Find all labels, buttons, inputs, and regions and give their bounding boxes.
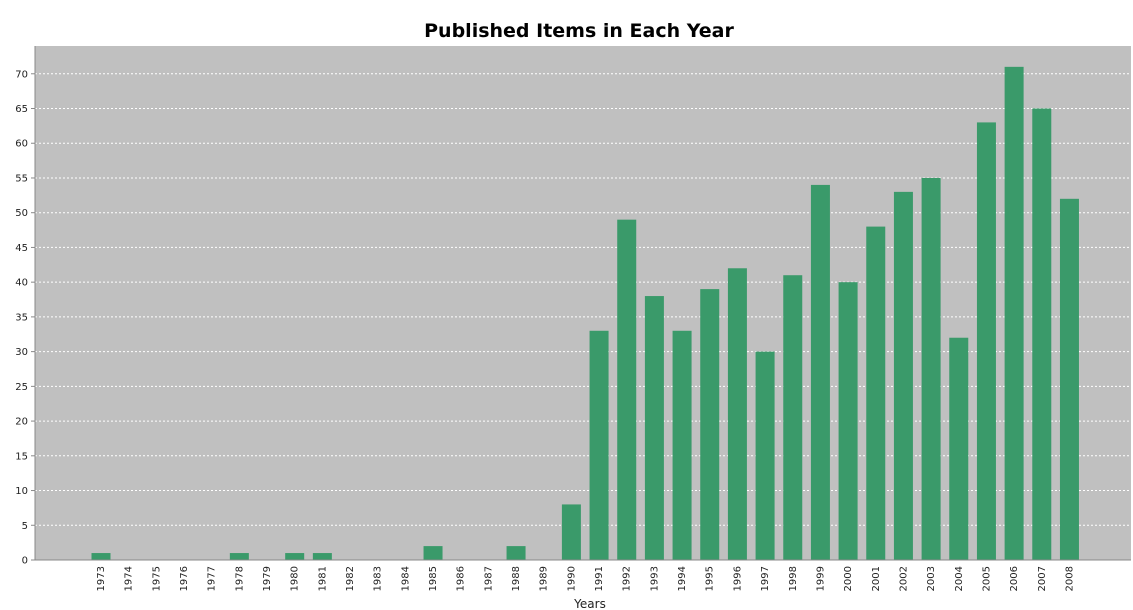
y-tick-label: 35 (15, 312, 28, 323)
bar-1994 (672, 330, 692, 560)
x-tick-label: 1975 (151, 566, 162, 591)
x-tick-label: 1994 (677, 566, 688, 591)
y-tick-label: 65 (15, 104, 28, 115)
bar-2002 (893, 191, 913, 560)
x-tick-label: 1999 (815, 566, 826, 591)
bar-2005 (976, 122, 996, 561)
x-tick-label: 2008 (1064, 566, 1075, 591)
x-tick-label: 2000 (843, 566, 854, 591)
bar-1999 (810, 184, 830, 560)
y-tick-label: 55 (15, 173, 28, 184)
bar-1985 (423, 546, 443, 560)
x-tick-label: 1985 (428, 566, 439, 591)
y-tick-label: 15 (15, 451, 28, 462)
y-tick-label: 50 (15, 208, 28, 219)
bar-2008 (1059, 198, 1079, 561)
x-tick-label: 1986 (456, 566, 467, 591)
x-axis-title: Years (573, 597, 606, 610)
x-tick-label: 2003 (926, 566, 937, 591)
x-tick-label: 1976 (179, 566, 190, 591)
x-tick-label: 1973 (96, 566, 107, 591)
bar-1980 (285, 553, 305, 560)
x-tick-label: 2007 (1037, 566, 1048, 591)
y-tick-label: 45 (15, 243, 28, 254)
bar-1997 (755, 351, 775, 560)
x-tick-label: 1988 (511, 566, 522, 591)
bar-1993 (644, 296, 664, 560)
x-tick-label: 1974 (124, 566, 135, 591)
x-tick-label: 2006 (1009, 566, 1020, 591)
x-tick-label: 2001 (871, 566, 882, 591)
y-tick-label: 40 (15, 278, 28, 289)
x-axis: 1973 1974 1975 1976 1977 1978 1979 1980 1981 1982… (35, 559, 1131, 591)
y-tick-label: 0 (22, 556, 28, 567)
y-tick-label: 30 (15, 347, 28, 358)
bar-2001 (866, 226, 886, 560)
y-axis: 0 5 10 15 20 25 30 35 40 45 50 55 60 65 70 (15, 46, 36, 567)
bar-2007 (1032, 108, 1052, 560)
y-tick-label: 60 (15, 139, 28, 150)
bar-1995 (700, 289, 720, 560)
bar-1981 (312, 553, 332, 560)
bars (91, 66, 1079, 561)
bar-2003 (921, 177, 941, 561)
y-tick-label: 5 (22, 521, 28, 532)
x-tick-label: 1984 (400, 566, 411, 591)
x-tick-label: 1980 (290, 566, 301, 591)
bar-1988 (506, 546, 526, 560)
bar-1990 (561, 504, 581, 560)
bar-1973 (91, 553, 111, 560)
plot-area (35, 46, 1131, 560)
x-tick-label: 1981 (317, 566, 328, 591)
bar-1978 (229, 553, 249, 560)
x-tick-label: 2005 (981, 566, 992, 591)
x-tick-label: 1995 (705, 566, 716, 591)
x-tick-label: 1989 (539, 566, 550, 591)
x-tick-label: 1978 (234, 566, 245, 591)
bar-1991 (589, 330, 609, 560)
bar-1998 (783, 275, 803, 560)
bar-1992 (617, 219, 637, 560)
y-tick-label: 20 (15, 417, 28, 428)
x-tick-label: 1979 (262, 566, 273, 591)
x-tick-label: 1993 (649, 566, 660, 591)
y-tick-label: 10 (15, 486, 28, 497)
gridlines (35, 73, 1131, 526)
x-tick-label: 2002 (898, 566, 909, 591)
x-tick-label: 1977 (207, 566, 218, 591)
x-tick-label: 1998 (788, 566, 799, 591)
x-tick-label: 1990 (566, 566, 577, 591)
x-tick-label: 2004 (954, 566, 965, 591)
x-tick-label: 1996 (732, 566, 743, 591)
x-tick-label: 1982 (345, 566, 356, 591)
y-tick-label: 70 (15, 69, 28, 80)
bar-2000 (838, 282, 858, 560)
bar-2006 (1004, 66, 1024, 561)
bar-1996 (727, 268, 747, 560)
chart-title: Published Items in Each Year (424, 20, 734, 42)
x-tick-label: 1992 (622, 566, 633, 591)
x-tick-label: 1997 (760, 566, 771, 591)
x-tick-label: 1983 (373, 566, 384, 591)
bar-2004 (949, 337, 969, 560)
y-tick-label: 25 (15, 382, 28, 393)
x-tick-label: 1991 (594, 566, 605, 591)
x-tick-label: 1987 (483, 566, 494, 591)
